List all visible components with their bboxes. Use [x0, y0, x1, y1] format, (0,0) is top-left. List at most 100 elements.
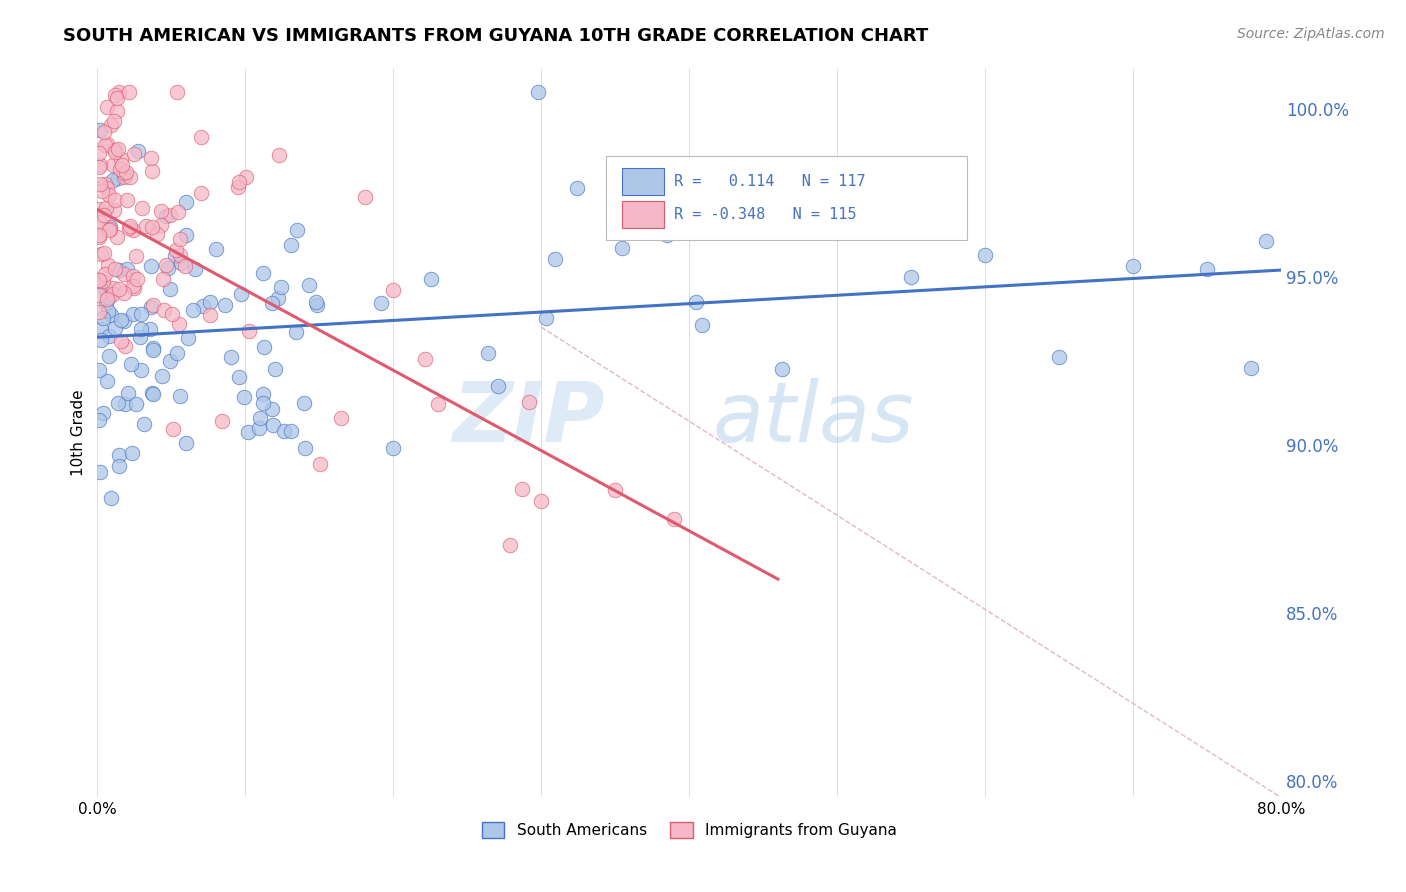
Point	[89, 158, 111, 172]
Point	[89, 465, 111, 479]
Point	[139, 151, 162, 165]
Point	[103, 203, 125, 218]
Point	[97, 304, 120, 318]
Point	[110, 153, 132, 167]
Point	[247, 421, 270, 435]
Point	[252, 266, 274, 280]
Point	[169, 232, 191, 246]
Y-axis label: 10th Grade: 10th Grade	[72, 390, 86, 476]
Point	[181, 303, 204, 318]
Point	[93, 245, 115, 260]
Point	[510, 482, 533, 496]
Point	[117, 385, 139, 400]
Point	[205, 242, 228, 256]
Point	[108, 283, 131, 297]
Point	[114, 396, 136, 410]
Point	[100, 308, 122, 322]
Point	[93, 267, 115, 281]
Point	[94, 201, 117, 215]
Point	[104, 145, 127, 160]
Point	[105, 91, 128, 105]
Point	[235, 169, 257, 184]
Point	[153, 303, 176, 318]
Point	[308, 457, 330, 471]
Point	[122, 281, 145, 295]
Point	[567, 181, 589, 195]
Point	[252, 386, 274, 401]
Point	[98, 188, 121, 202]
Point	[90, 322, 112, 336]
Point	[114, 169, 136, 184]
Point	[198, 308, 221, 322]
Point	[142, 341, 165, 355]
Point	[184, 261, 207, 276]
Point	[117, 262, 139, 277]
Point	[198, 295, 221, 310]
Point	[264, 362, 287, 376]
Point	[131, 307, 153, 321]
Point	[233, 391, 256, 405]
Point	[174, 260, 197, 274]
Point	[139, 322, 162, 336]
Point	[110, 313, 132, 327]
Point	[96, 180, 118, 194]
Point	[162, 422, 184, 436]
Point	[104, 193, 127, 207]
Point	[974, 247, 997, 261]
Point	[477, 345, 499, 359]
Point	[104, 321, 127, 335]
Point	[530, 494, 553, 508]
Point	[166, 85, 188, 99]
Point	[93, 124, 115, 138]
Point	[177, 331, 200, 345]
Point	[108, 85, 131, 99]
Point	[382, 284, 405, 298]
Point	[280, 424, 302, 438]
Text: R = -0.348   N = 115: R = -0.348 N = 115	[673, 207, 856, 222]
Point	[89, 215, 111, 229]
Point	[155, 209, 177, 223]
Point	[98, 222, 121, 236]
Point	[664, 512, 686, 526]
Point	[121, 223, 143, 237]
Point	[499, 538, 522, 552]
Point	[98, 329, 121, 343]
Point	[129, 322, 152, 336]
Point	[370, 296, 392, 310]
Point	[121, 446, 143, 460]
Point	[121, 278, 143, 293]
Point	[98, 222, 121, 236]
Point	[690, 318, 713, 333]
Point	[770, 362, 793, 376]
Point	[354, 190, 377, 204]
Point	[96, 292, 118, 306]
Point	[112, 314, 135, 328]
Point	[167, 204, 190, 219]
Point	[1240, 360, 1263, 375]
Point	[228, 176, 250, 190]
Point	[90, 247, 112, 261]
Point	[115, 165, 138, 179]
Point	[900, 269, 922, 284]
Point	[87, 227, 110, 242]
Point	[90, 184, 112, 198]
Point	[105, 103, 128, 118]
Point	[413, 351, 436, 366]
FancyBboxPatch shape	[621, 168, 664, 195]
Point	[305, 294, 328, 309]
Point	[120, 219, 142, 234]
Point	[112, 169, 135, 184]
Point	[89, 123, 111, 137]
Point	[91, 274, 114, 288]
Point	[125, 250, 148, 264]
Point	[280, 238, 302, 252]
Point	[127, 144, 149, 158]
Point	[292, 395, 315, 409]
Point	[87, 230, 110, 244]
Point	[120, 357, 142, 371]
Point	[238, 324, 260, 338]
Text: SOUTH AMERICAN VS IMMIGRANTS FROM GUYANA 10TH GRADE CORRELATION CHART: SOUTH AMERICAN VS IMMIGRANTS FROM GUYANA…	[63, 27, 928, 45]
Point	[155, 258, 177, 272]
Text: R =   0.114   N = 117: R = 0.114 N = 117	[673, 174, 866, 189]
Point	[170, 256, 193, 270]
